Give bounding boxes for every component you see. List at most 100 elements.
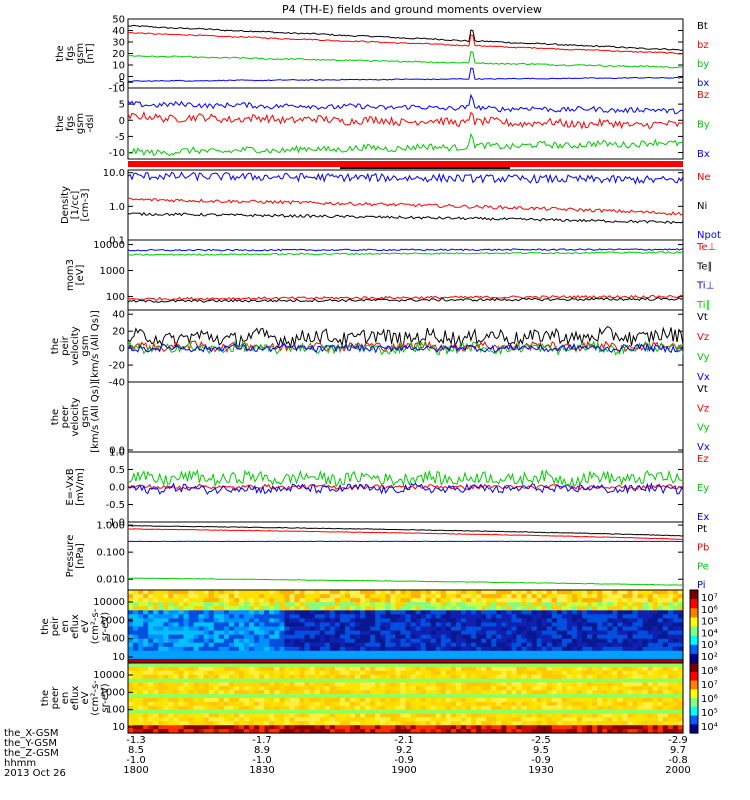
- spectrogram-cell: [173, 705, 179, 711]
- spectrogram-cell: [334, 650, 341, 656]
- spectrogram-cell: [471, 614, 477, 619]
- y-tick-label: 1.000: [96, 521, 125, 532]
- spectrogram-cell: [375, 698, 381, 703]
- spectrogram-cell: [148, 666, 154, 672]
- spectrogram-cell: [627, 626, 634, 632]
- spectrogram-cell: [445, 694, 452, 699]
- spectrogram-cell: [163, 622, 169, 628]
- spectrogram-cell: [355, 638, 361, 644]
- spectrogram-cell: [138, 721, 144, 726]
- spectrogram-cell: [456, 690, 462, 695]
- spectrogram-cell: [521, 686, 528, 691]
- spectrogram-cell: [309, 709, 316, 715]
- panel-ylabel: Density[1/cc][cm-3]: [60, 186, 91, 224]
- spectrogram-cell: [440, 654, 447, 660]
- spectrogram-cell: [339, 618, 346, 624]
- series-line: [127, 51, 684, 69]
- spectrogram-cell: [672, 594, 679, 599]
- spectrogram-cell: [334, 626, 341, 632]
- spectrogram-cell: [466, 642, 472, 648]
- spectrogram-cell: [254, 701, 260, 707]
- spectrogram-cell: [466, 602, 472, 607]
- spectrogram-cell: [143, 622, 149, 628]
- spectrogram-cell: [254, 654, 260, 660]
- spectrogram-cell: [577, 650, 583, 656]
- spectrogram-cell: [582, 670, 588, 676]
- spectrogram-cell: [395, 634, 401, 640]
- spectrogram-cell: [264, 642, 270, 648]
- spectrogram-cell: [269, 630, 275, 636]
- y-gsm-value: 8.9: [254, 745, 270, 756]
- spectrogram-cell: [662, 686, 669, 691]
- spectrogram-cell: [173, 606, 179, 611]
- spectrogram-cell: [617, 634, 623, 640]
- spectrogram-cell: [279, 674, 285, 680]
- series-line: [127, 326, 684, 349]
- spectrogram-cell: [541, 650, 548, 656]
- spectrogram-cell: [496, 663, 502, 668]
- spectrogram-cell: [249, 674, 255, 680]
- y-tick-label: 100: [106, 705, 125, 716]
- spectrogram-cell: [400, 610, 407, 615]
- spectrogram-cell: [168, 606, 174, 611]
- spectrogram-cell: [511, 646, 518, 652]
- y-tick-label: 40: [112, 310, 125, 321]
- spectrogram-cell: [350, 701, 356, 707]
- spectrogram-cell: [642, 729, 649, 734]
- spectrogram-cell: [239, 690, 245, 695]
- spectrogram-cell: [546, 694, 553, 699]
- spectrogram-cell: [506, 598, 512, 603]
- spectrogram-cell: [536, 663, 543, 668]
- spectrogram-cell: [582, 594, 588, 599]
- spectrogram-cell: [274, 705, 280, 711]
- spectrogram-cell: [506, 642, 512, 648]
- spectrogram-cell: [133, 713, 139, 719]
- spectrogram-cell: [567, 630, 573, 636]
- spectrogram-cell: [244, 614, 250, 619]
- colorbar-label: 10²: [701, 652, 718, 663]
- spectrogram-cell: [572, 598, 578, 603]
- spectrogram-cell: [400, 614, 407, 619]
- spectrogram-cell: [561, 682, 568, 687]
- spectrogram-cell: [602, 622, 608, 628]
- spectrogram-cell: [304, 594, 311, 599]
- spectrogram-cell: [314, 606, 321, 611]
- spectrogram-cell: [395, 658, 401, 664]
- spectrogram-cell: [279, 698, 285, 703]
- spectrogram-cell: [279, 721, 285, 726]
- y-tick-label: 5: [119, 100, 125, 111]
- spectrogram-cell: [314, 670, 321, 676]
- spectrogram-cell: [546, 713, 553, 719]
- spectrogram-cell: [577, 686, 583, 691]
- spectrogram-cell: [587, 650, 593, 656]
- spectrogram-cell: [198, 642, 205, 648]
- spectrogram-cell: [678, 729, 684, 734]
- spectrogram-cell: [223, 705, 230, 711]
- spectrogram-cell: [526, 634, 533, 640]
- spectrogram-cell: [531, 725, 538, 730]
- spectrogram-cell: [309, 678, 316, 684]
- spectrogram-cell: [304, 729, 311, 734]
- spectrogram-cell: [329, 701, 336, 707]
- spectrogram-cell: [329, 650, 336, 656]
- spectrogram-cell: [647, 694, 654, 699]
- spectrogram-cell: [435, 654, 442, 660]
- spectrogram-cell: [264, 610, 270, 615]
- legend-label: by: [697, 59, 709, 70]
- spectrogram-cell: [592, 678, 598, 684]
- spectrogram-cell: [541, 666, 548, 672]
- spectrogram-cell: [526, 606, 533, 611]
- spectrogram-cell: [329, 670, 336, 676]
- spectrogram-cell: [133, 638, 139, 644]
- spectrogram-cell: [481, 690, 487, 695]
- spectrogram-cell: [607, 717, 613, 722]
- spectrogram-cell: [279, 626, 285, 632]
- spectrogram-cell: [304, 630, 311, 636]
- spectrogram-cell: [239, 674, 245, 680]
- spectrogram-cell: [536, 606, 543, 611]
- spectrogram-cell: [582, 618, 588, 624]
- spectrogram-cell: [244, 705, 250, 711]
- spectrogram-cell: [440, 729, 447, 734]
- spectrogram-cell: [430, 705, 437, 711]
- spectrogram-cell: [662, 682, 669, 687]
